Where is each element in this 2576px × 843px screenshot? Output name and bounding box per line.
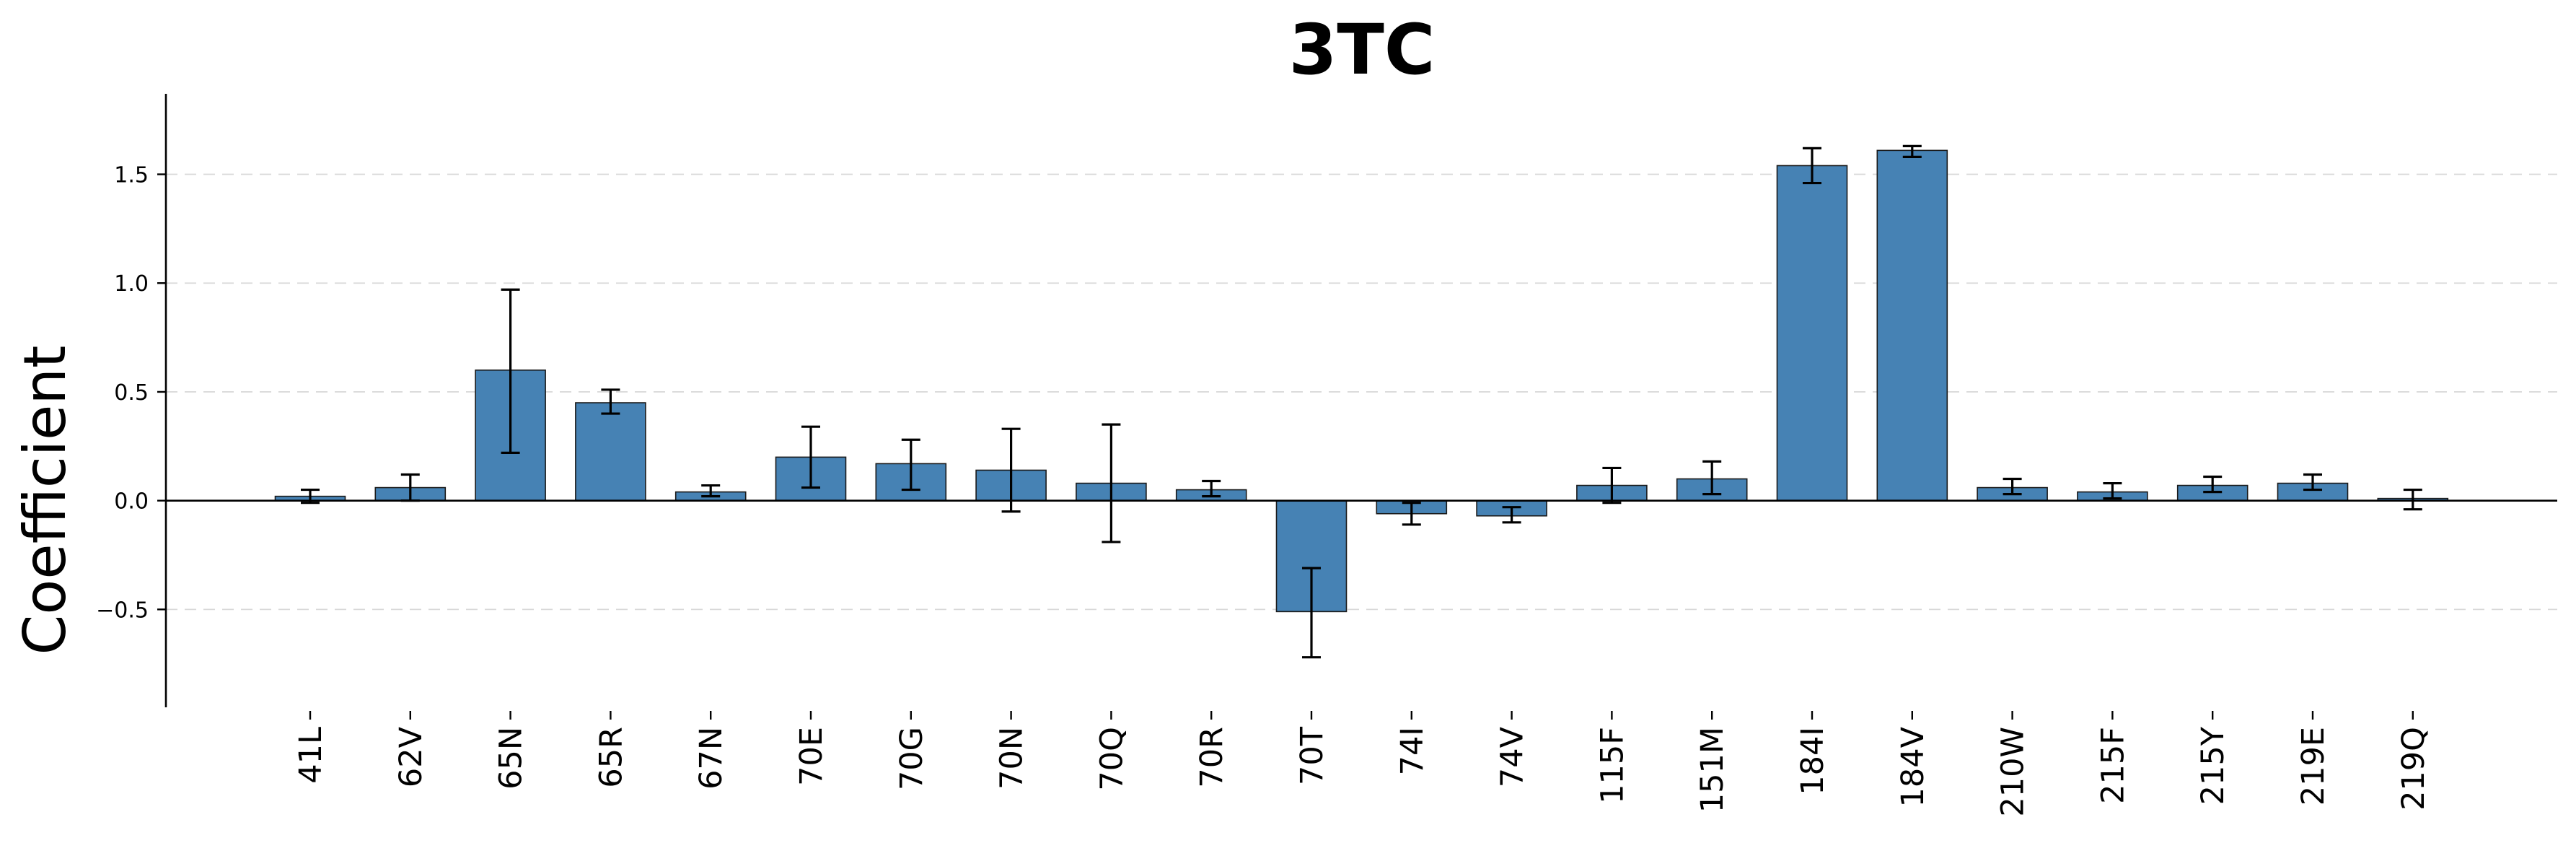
- x-tick-label: 215F: [2095, 727, 2131, 804]
- x-tick-label: 65N: [493, 727, 529, 790]
- x-tick-label: 151M: [1694, 727, 1731, 813]
- y-tick-label: 0.0: [114, 489, 149, 515]
- x-tick-label: 210W: [1995, 727, 2031, 817]
- gridlines: [166, 173, 2557, 611]
- x-tick-label: 219E: [2295, 727, 2331, 805]
- x-tick-label: 215Y: [2195, 726, 2231, 805]
- y-axis-label: Coefficient: [12, 346, 79, 655]
- x-axis-ticks: 41L 62V 65N 65R 67N 70E 70G 70N 70Q 70R 70T 74I 74V 1…: [293, 711, 2432, 817]
- y-tick-label: 1.0: [114, 271, 149, 297]
- x-tick-label: 184V: [1895, 726, 1931, 807]
- x-tick-label: 70Q: [1094, 727, 1130, 791]
- bars: [274, 149, 2449, 613]
- y-tick-label: 1.5: [114, 163, 149, 188]
- x-tick-label: 115F: [1594, 727, 1630, 804]
- bar-184I: [1776, 165, 1848, 502]
- x-tick-label: 70N: [994, 727, 1030, 790]
- x-tick-label: 62V: [393, 726, 429, 787]
- x-tick-label: 74V: [1495, 726, 1531, 787]
- x-tick-label: 41L: [293, 727, 329, 784]
- error-bars: [301, 144, 2422, 659]
- chart-title: 3TC: [1289, 9, 1436, 90]
- x-tick-label: 70R: [1194, 727, 1230, 788]
- bar-65R: [575, 402, 646, 502]
- y-axis-ticks: −0.5 0.0 0.5 1.0 1.5: [96, 163, 166, 623]
- x-tick-label: 67N: [693, 727, 729, 790]
- x-tick-label: 70E: [794, 727, 830, 786]
- x-tick-label: 184I: [1795, 727, 1831, 795]
- x-tick-label: 219Q: [2396, 727, 2432, 811]
- y-tick-label: 0.5: [114, 380, 149, 406]
- x-tick-label: 65R: [593, 727, 629, 788]
- bar-184V: [1876, 149, 1948, 502]
- x-tick-label: 74I: [1394, 727, 1430, 775]
- x-tick-label: 70T: [1294, 726, 1330, 785]
- x-tick-label: 70G: [894, 727, 930, 790]
- y-tick-label: −0.5: [96, 598, 149, 623]
